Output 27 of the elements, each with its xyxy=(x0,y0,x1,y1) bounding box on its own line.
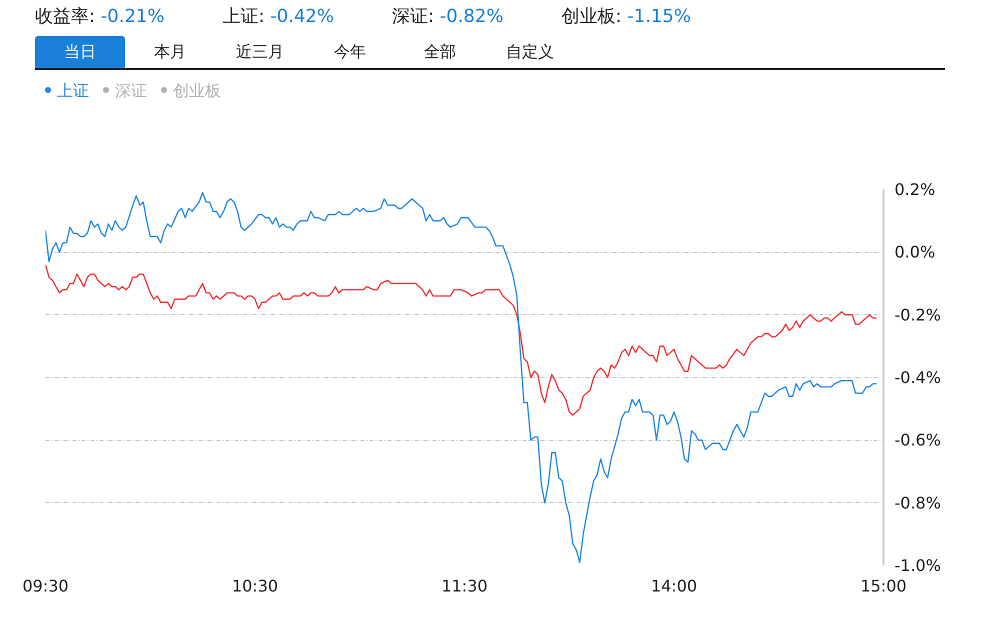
text: 今年 xyxy=(333,41,367,63)
x-tick-label: 09:30 xyxy=(22,576,69,596)
text: 收益率: -0.21% xyxy=(35,6,164,27)
y-tick-label: 0.2% xyxy=(894,180,936,199)
y-tick-label: -1.0% xyxy=(894,556,941,575)
x-tick-label: 15:00 xyxy=(860,576,907,596)
x-tick-label: 14:00 xyxy=(650,576,698,596)
line-series xyxy=(46,264,878,416)
text: 全部 xyxy=(423,41,457,63)
text: 近三月 xyxy=(235,41,285,63)
text: 当日 xyxy=(35,36,125,68)
text: 上证: -0.42% xyxy=(222,6,334,27)
x-tick-label: 11:30 xyxy=(441,576,488,596)
y-tick-label: -0.8% xyxy=(894,493,941,512)
y-tick-label: 0.0% xyxy=(894,242,936,262)
y-tick-label: -0.6% xyxy=(894,430,941,450)
text: 深证 xyxy=(115,81,147,100)
text: 创业板 xyxy=(173,81,221,100)
legend-label: 上证 xyxy=(57,81,89,100)
y-tick-label: -0.4% xyxy=(894,368,941,387)
y-tick-label: -0.2% xyxy=(894,305,941,324)
text: 创业板: -1.15% xyxy=(561,6,691,27)
text: 深证: -0.82% xyxy=(392,6,504,27)
text: 本月 xyxy=(153,41,187,63)
text: 自定义 xyxy=(505,41,555,63)
line-series xyxy=(46,192,878,564)
x-tick-label: 10:30 xyxy=(232,576,278,596)
